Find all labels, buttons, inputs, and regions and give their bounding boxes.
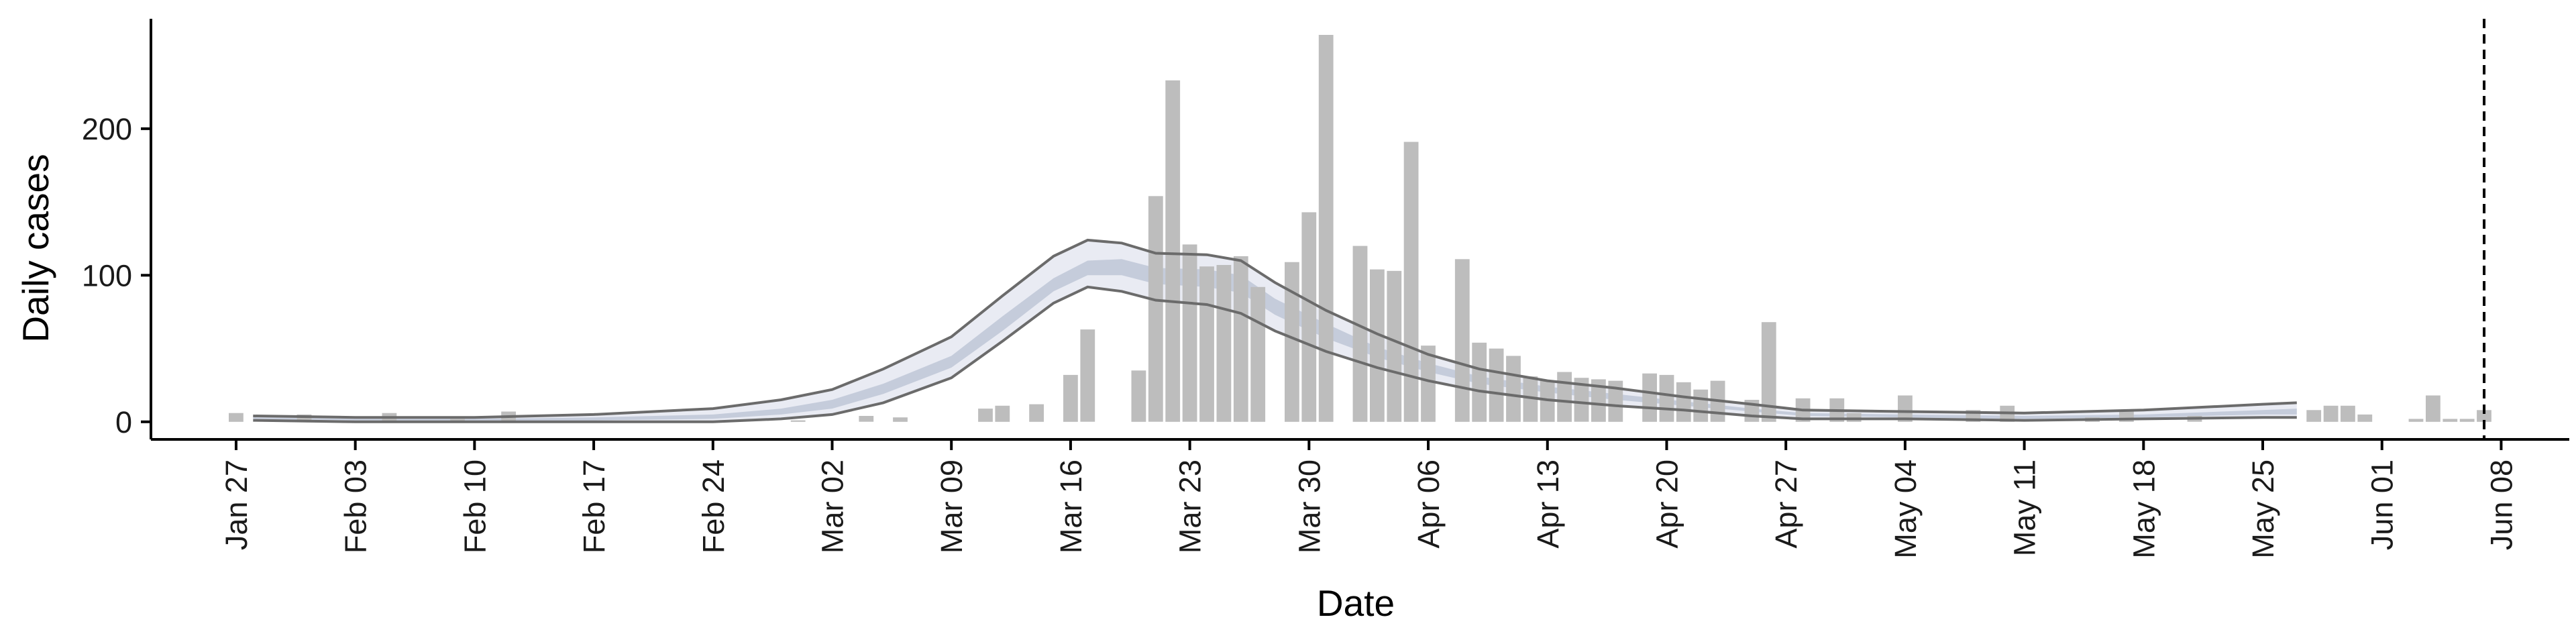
x-tick-label: Mar 30	[1292, 460, 1326, 553]
daily-case-bar	[1233, 256, 1248, 422]
bar-layer	[229, 35, 2491, 422]
x-tick-label: Jan 27	[219, 460, 254, 550]
daily-case-bar	[1421, 345, 1436, 422]
daily-case-bar	[1693, 389, 1709, 422]
y-tick-label: 0	[115, 405, 132, 439]
x-tick-label: May 25	[2246, 460, 2280, 559]
x-tick-label: Feb 24	[696, 460, 731, 553]
daily-case-bar	[1454, 259, 1470, 422]
daily-case-bar	[2306, 410, 2322, 422]
daily-case-bar	[1642, 373, 1657, 422]
daily-case-bar	[1898, 395, 1913, 422]
daily-case-bar	[1523, 376, 1538, 422]
daily-case-bar	[1182, 244, 1197, 422]
y-tick-label: 100	[82, 258, 132, 292]
daily-case-bar	[2408, 419, 2424, 422]
x-tick-label: Feb 17	[577, 460, 611, 553]
y-tick-label: 200	[82, 112, 132, 146]
x-tick-label: Jun 01	[2365, 460, 2400, 550]
daily-case-bar	[790, 420, 806, 422]
daily-case-bar	[1165, 80, 1181, 422]
daily-case-bar	[2341, 405, 2355, 422]
daily-case-bar	[1216, 265, 1232, 422]
daily-case-bar	[1608, 380, 1623, 422]
daily-case-bar	[1148, 196, 1163, 422]
upper-bound-line	[253, 238, 2297, 419]
daily-case-bar	[1540, 380, 1555, 422]
daily-case-bar	[2357, 414, 2373, 422]
daily-case-bar	[1403, 142, 1419, 422]
x-tick-label: Mar 09	[934, 460, 969, 553]
lower-bound-line	[253, 285, 2297, 423]
daily-case-bar	[1131, 370, 1146, 422]
daily-case-bar	[1199, 266, 1214, 422]
daily-case-bar	[1472, 342, 1487, 422]
x-tick-label: May 18	[2127, 460, 2161, 559]
daily-case-bar	[1489, 348, 1504, 422]
daily-case-bar	[1285, 262, 1299, 422]
daily-case-bar	[859, 416, 874, 422]
daily-case-bar	[2459, 419, 2475, 422]
daily-case-bar	[1761, 322, 1776, 422]
daily-case-bar	[2426, 395, 2440, 422]
daily-case-bar	[1659, 374, 1674, 422]
daily-case-bar	[1557, 372, 1572, 422]
x-tick-label: Mar 16	[1054, 460, 1088, 553]
daily-case-bar	[297, 414, 312, 422]
daily-case-bar	[229, 413, 244, 422]
x-tick-label: Apr 20	[1650, 460, 1684, 549]
daily-case-bar	[1506, 356, 1521, 422]
daily-case-bar	[1591, 379, 1606, 422]
daily-case-bar	[450, 419, 465, 422]
daily-case-bar	[1387, 270, 1402, 422]
daily-case-bar	[1574, 378, 1589, 422]
daily-case-bar	[1676, 382, 1691, 422]
x-tick-label: Apr 13	[1531, 460, 1565, 549]
daily-case-bar	[2443, 419, 2458, 422]
daily-case-bar	[2477, 410, 2491, 422]
daily-case-bar	[1301, 212, 1317, 422]
bound-line-layer	[253, 238, 2297, 423]
daily-case-bar	[1250, 286, 1266, 422]
x-tick-label: Feb 03	[339, 460, 373, 553]
y-axis-title: Daily cases	[15, 154, 56, 342]
x-tick-label: Jun 08	[2485, 460, 2519, 550]
daily-case-bar	[1352, 246, 1368, 422]
x-tick-label: Mar 23	[1173, 460, 1208, 553]
daily-case-bar	[1063, 374, 1078, 422]
x-tick-label: Apr 27	[1769, 460, 1803, 549]
axis-layer: 0 100 200 Jan 27 Feb 03 Feb 10 Feb 17 Feb 24 Mar…	[82, 19, 2569, 559]
daily-case-bar	[978, 409, 993, 422]
daily-case-bar	[1370, 269, 1385, 422]
x-tick-label: May 04	[1888, 460, 1923, 559]
x-axis-title: Date	[1317, 582, 1395, 624]
daily-case-bar	[1318, 35, 1334, 422]
x-tick-label: Mar 02	[816, 460, 850, 553]
x-tick-label: May 11	[2008, 460, 2042, 556]
daily-case-bar	[995, 405, 1010, 422]
x-tick-label: Apr 06	[1411, 460, 1446, 549]
daily-case-bar	[1080, 329, 1095, 422]
daily-case-bar	[1846, 413, 1862, 422]
x-tick-label: Feb 10	[458, 460, 492, 553]
daily-case-bar	[2323, 405, 2339, 422]
daily-case-bar	[893, 417, 908, 422]
daily-case-bar	[1029, 404, 1044, 422]
